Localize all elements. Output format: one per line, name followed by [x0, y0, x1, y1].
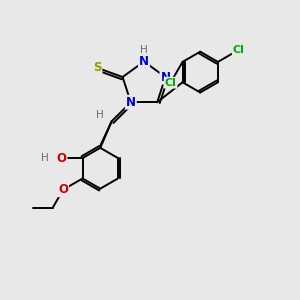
Text: N: N: [160, 70, 170, 83]
Text: Cl: Cl: [165, 78, 176, 88]
Text: N: N: [126, 96, 136, 109]
Text: O: O: [57, 152, 67, 165]
Text: H: H: [140, 45, 147, 55]
Text: H: H: [41, 153, 49, 163]
Text: S: S: [93, 61, 101, 74]
Text: O: O: [58, 183, 68, 196]
Text: Cl: Cl: [233, 45, 244, 55]
Text: H: H: [96, 110, 104, 120]
Text: N: N: [139, 55, 149, 68]
